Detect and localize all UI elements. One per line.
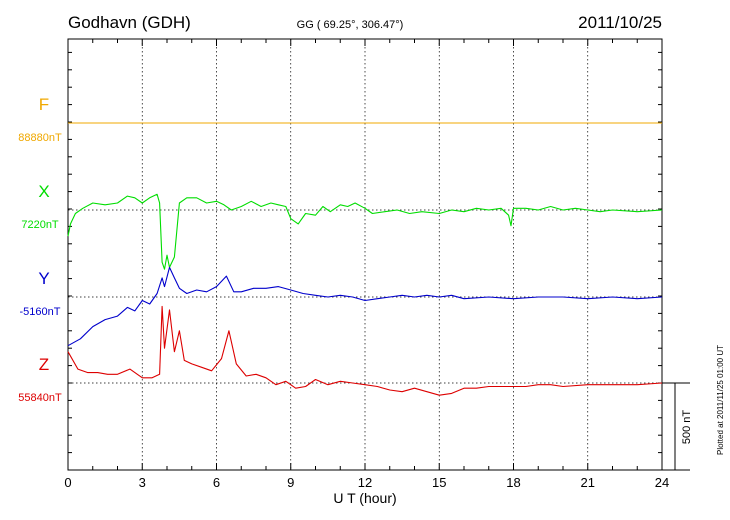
- x-tick-label: 3: [139, 475, 146, 490]
- x-tick-label: 18: [506, 475, 520, 490]
- series-name-x: X: [38, 182, 49, 201]
- plotted-timestamp: Plotted at 2011/11/25 01:00 UT: [716, 345, 725, 455]
- station-coords: GG ( 69.25°, 306.47°): [297, 19, 404, 31]
- axis-ticks: [67, 39, 663, 471]
- x-tick-label: 15: [432, 475, 446, 490]
- series-baseline-f: 88880nT: [18, 132, 62, 144]
- series-baseline-z: 55840nT: [18, 392, 62, 404]
- x-tick-label: 21: [581, 475, 595, 490]
- plot-date: 2011/10/25: [578, 13, 662, 32]
- series-baseline-y: -5160nT: [20, 306, 61, 318]
- grid-lines: [68, 39, 662, 470]
- series-name-z: Z: [39, 355, 49, 374]
- series-line-y: [67, 266, 663, 347]
- station-title: Godhavn (GDH): [68, 13, 191, 32]
- x-tick-labels: 0 3 6 9 12 15 18 21 24: [64, 475, 669, 490]
- series-line-x: [67, 193, 663, 270]
- x-tick-label: 24: [655, 475, 669, 490]
- x-tick-label: 9: [287, 475, 294, 490]
- x-tick-label: 6: [213, 475, 220, 490]
- x-axis-label: U T (hour): [333, 490, 396, 506]
- x-tick-label: 0: [64, 475, 71, 490]
- series-lines: [67, 122, 663, 396]
- scale-bar-label: 500 nT: [681, 410, 693, 445]
- x-tick-label: 12: [358, 475, 372, 490]
- scale-bar: 500 nT: [662, 382, 693, 471]
- series-name-y: Y: [38, 269, 49, 288]
- series-name-f: F: [39, 95, 49, 114]
- series-baseline-x: 7220nT: [21, 219, 59, 231]
- series-labels: F 88880nT X 7220nT Y -5160nT Z 55840nT: [18, 95, 62, 404]
- series-line-z: [67, 305, 663, 396]
